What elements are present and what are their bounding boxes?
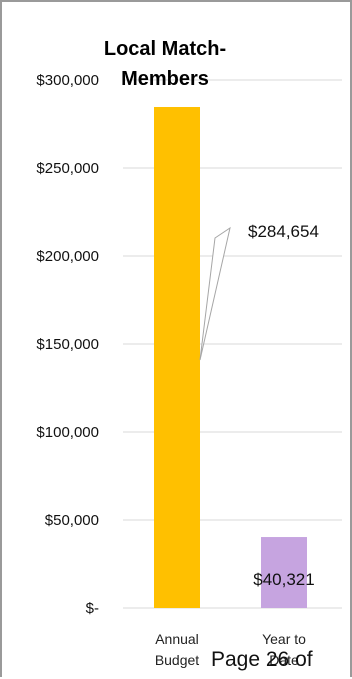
x-tick-label: Budget [155,652,199,668]
page-footer-text: Page 26 of [211,648,313,671]
y-tick-label: $50,000 [45,512,99,529]
data-label: $40,321 [253,570,314,589]
y-tick-label: $200,000 [36,248,99,265]
data-label: $284,654 [248,222,319,241]
x-tick-label: Date [269,652,299,668]
callouts [199,226,231,361]
data-label-leader [199,226,231,361]
chart-title: Local Match- Members [104,38,226,90]
bars [154,107,307,608]
y-tick-label: $150,000 [36,336,99,353]
x-tick-label: Year to [262,631,306,647]
bar [154,107,200,608]
chart-title-line-1: Local Match- [104,38,226,60]
y-tick-label: $100,000 [36,424,99,441]
x-axis: Annual Budget Year to Date [155,631,306,668]
y-tick-label: $- [86,600,99,617]
bar [261,537,307,608]
x-tick-label: Annual [155,631,199,647]
y-axis: $- $50,000 $100,000 $150,000 $200,000 $250,00… [36,72,99,617]
y-tick-label: $250,000 [36,160,99,177]
y-tick-label: $300,000 [36,72,99,89]
chart-title-line-2: Members [121,68,209,90]
labels: $284,654 $40,321 [248,222,319,589]
